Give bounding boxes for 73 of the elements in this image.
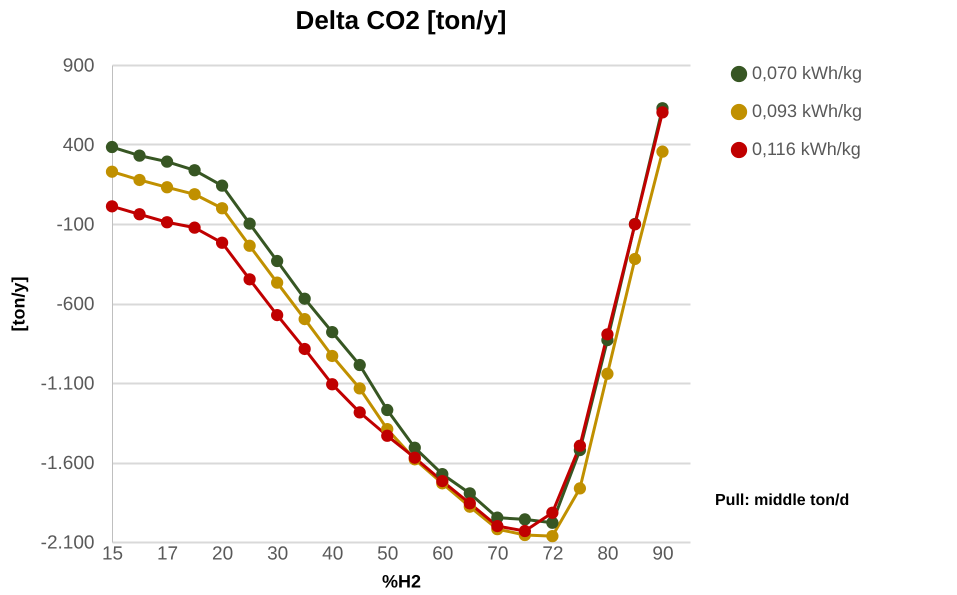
x-tick-label: 20 <box>212 544 234 564</box>
x-axis-title: %H2 <box>382 572 422 592</box>
point <box>491 520 504 532</box>
point <box>216 180 228 192</box>
y-tick-label: -2.100 <box>40 532 94 554</box>
text: Pull: middle ton/d <box>715 492 850 510</box>
point <box>188 222 201 234</box>
point <box>601 328 614 340</box>
chart-title: Delta CO2 [ton/y] <box>296 5 506 35</box>
point <box>326 326 338 338</box>
point <box>601 368 614 380</box>
point <box>354 358 366 372</box>
point <box>133 150 146 162</box>
y-tick-label: 900 <box>62 56 94 76</box>
point <box>326 378 338 390</box>
x-tick-label: 60 <box>432 544 454 564</box>
point <box>298 312 311 326</box>
point <box>106 166 118 178</box>
y-tick-label: 400 <box>62 135 94 156</box>
point <box>464 497 476 510</box>
point <box>381 430 394 442</box>
point <box>216 202 228 214</box>
point <box>546 506 559 519</box>
point <box>106 200 118 212</box>
legend-label: 0,093 kWh/kg <box>752 101 862 121</box>
point <box>188 188 201 200</box>
point <box>518 513 531 526</box>
point <box>436 474 448 488</box>
point <box>243 273 256 286</box>
y-axis-title: [ton/y] <box>8 276 29 332</box>
point <box>133 208 146 220</box>
point <box>216 236 228 249</box>
point <box>381 404 394 416</box>
point <box>354 382 366 395</box>
point <box>298 292 311 305</box>
point <box>243 218 256 230</box>
point <box>656 106 669 118</box>
x-tick-label: 70 <box>487 544 508 564</box>
point <box>106 140 118 154</box>
x-tick-label: 40 <box>322 544 344 564</box>
x-tick-label: 30 <box>267 544 288 564</box>
point <box>326 350 338 362</box>
x-tick-label: 80 <box>597 544 618 564</box>
x-tick-label: 15 <box>102 544 124 564</box>
point <box>188 164 201 176</box>
point <box>160 156 174 168</box>
x-tick-label: 17 <box>156 544 178 564</box>
point <box>160 216 174 228</box>
point <box>354 406 366 419</box>
legend-label: 0,070 kWh/kg <box>752 63 862 83</box>
point <box>656 146 669 158</box>
x-tick-label: 72 <box>542 544 564 564</box>
point <box>271 276 284 289</box>
y-tick-label: -100 <box>56 214 94 236</box>
point <box>574 482 586 495</box>
point <box>243 240 256 252</box>
y-tick-label: -1.600 <box>40 453 94 474</box>
point <box>464 487 476 500</box>
y-tick-label: -600 <box>56 294 94 315</box>
x-tick-label: 50 <box>377 544 398 564</box>
point <box>628 252 642 266</box>
y-tick-label: -1.100 <box>40 374 94 394</box>
point <box>574 440 586 452</box>
point <box>271 254 284 268</box>
point <box>133 174 146 186</box>
point <box>546 530 559 542</box>
point <box>298 342 311 356</box>
x-tick-label: 90 <box>652 544 674 564</box>
point <box>271 308 284 322</box>
legend-label: 0,116 kWh/kg <box>752 139 861 159</box>
point <box>546 516 559 529</box>
point <box>518 524 531 538</box>
point <box>160 181 174 194</box>
